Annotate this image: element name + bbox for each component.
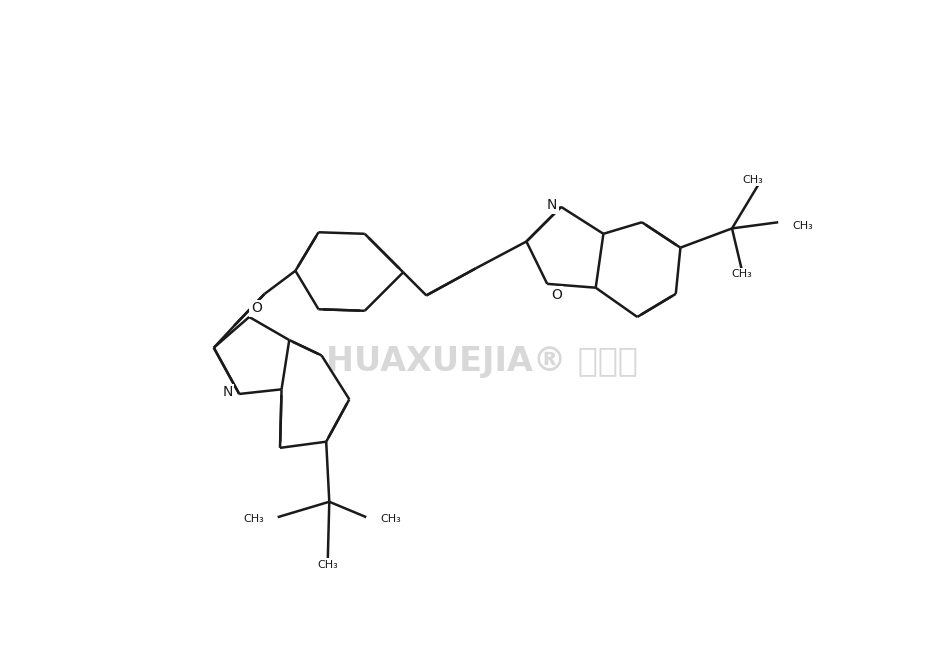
Text: O: O (551, 288, 562, 302)
Text: CH₃: CH₃ (731, 269, 752, 279)
Text: HUAXUEJIA® 化学加: HUAXUEJIA® 化学加 (326, 345, 637, 378)
Text: O: O (251, 301, 261, 315)
Text: CH₃: CH₃ (743, 176, 763, 186)
Text: N: N (223, 386, 233, 400)
Text: CH₃: CH₃ (792, 221, 813, 231)
Text: CH₃: CH₃ (243, 513, 264, 524)
Text: CH₃: CH₃ (380, 513, 400, 524)
Text: CH₃: CH₃ (318, 559, 338, 569)
Text: N: N (547, 198, 557, 212)
